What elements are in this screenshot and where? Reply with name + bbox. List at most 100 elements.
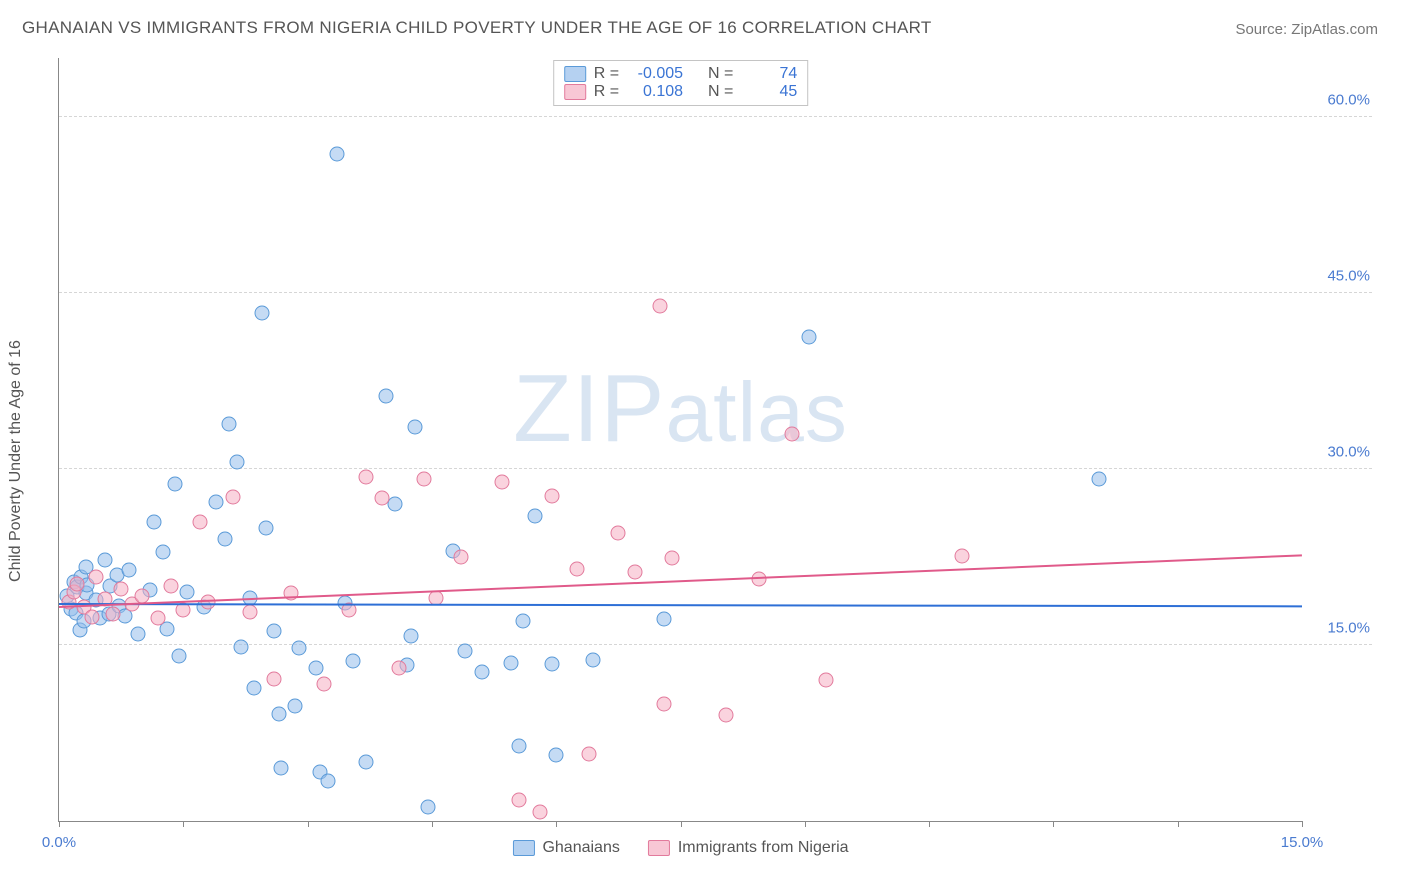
x-axis-label-right: 15.0% (1281, 834, 1324, 851)
legend-swatch-nigeria (564, 84, 586, 100)
x-tick (1302, 821, 1303, 827)
legend-correlation: R = -0.005 N = 74 R = 0.108 N = 45 (553, 60, 809, 106)
data-point (271, 707, 286, 722)
data-point (404, 628, 419, 643)
x-tick (308, 821, 309, 827)
data-point (234, 640, 249, 655)
data-point (495, 474, 510, 489)
x-tick (805, 821, 806, 827)
data-point (503, 655, 518, 670)
data-point (147, 514, 162, 529)
legend-row-2: R = 0.108 N = 45 (564, 83, 798, 101)
data-point (246, 681, 261, 696)
data-point (292, 641, 307, 656)
data-point (358, 755, 373, 770)
swatch-icon (512, 840, 534, 856)
plot-region: ZIPatlas R = -0.005 N = 74 R = 0.108 N =… (58, 58, 1302, 822)
data-point (665, 551, 680, 566)
legend-series: Ghanaians Immigrants from Nigeria (512, 839, 848, 857)
data-point (230, 454, 245, 469)
data-point (458, 643, 473, 658)
data-point (416, 472, 431, 487)
data-point (274, 761, 289, 776)
y-tick-label: 15.0% (1327, 619, 1370, 636)
data-point (163, 579, 178, 594)
legend-item-nigeria: Immigrants from Nigeria (648, 839, 849, 857)
data-point (453, 549, 468, 564)
data-point (420, 799, 435, 814)
data-point (511, 738, 526, 753)
data-point (114, 581, 129, 596)
gridline (59, 644, 1372, 645)
x-tick (59, 821, 60, 827)
data-point (172, 648, 187, 663)
data-point (70, 576, 85, 591)
swatch-icon (648, 840, 670, 856)
y-tick-label: 30.0% (1327, 443, 1370, 460)
data-point (221, 417, 236, 432)
data-point (818, 673, 833, 688)
data-point (545, 488, 560, 503)
data-point (375, 491, 390, 506)
data-point (532, 804, 547, 819)
data-point (259, 520, 274, 535)
data-point (785, 426, 800, 441)
data-point (267, 671, 282, 686)
y-axis-label: Child Poverty Under the Age of 16 (7, 340, 25, 582)
data-point (122, 562, 137, 577)
data-point (105, 607, 120, 622)
data-point (192, 514, 207, 529)
data-point (611, 526, 626, 541)
watermark: ZIPatlas (513, 354, 848, 464)
data-point (209, 494, 224, 509)
data-point (391, 661, 406, 676)
gridline (59, 468, 1372, 469)
data-point (85, 609, 100, 624)
data-point (656, 612, 671, 627)
header: GHANAIAN VS IMMIGRANTS FROM NIGERIA CHIL… (0, 0, 1406, 44)
data-point (656, 696, 671, 711)
legend-swatch-ghanaians (564, 66, 586, 82)
chart-area: Child Poverty Under the Age of 16 ZIPatl… (22, 50, 1378, 872)
data-point (582, 747, 597, 762)
data-point (586, 653, 601, 668)
x-axis-label-left: 0.0% (42, 834, 76, 851)
trend-line-nigeria (59, 555, 1302, 609)
data-point (226, 490, 241, 505)
y-tick-label: 45.0% (1327, 267, 1370, 284)
legend-item-ghanaians: Ghanaians (512, 839, 619, 857)
data-point (151, 610, 166, 625)
chart-title: GHANAIAN VS IMMIGRANTS FROM NIGERIA CHIL… (22, 18, 932, 38)
data-point (255, 305, 270, 320)
x-tick (681, 821, 682, 827)
data-point (545, 656, 560, 671)
data-point (329, 147, 344, 162)
data-point (652, 298, 667, 313)
data-point (719, 708, 734, 723)
data-point (528, 508, 543, 523)
x-tick (183, 821, 184, 827)
data-point (308, 661, 323, 676)
x-tick (432, 821, 433, 827)
data-point (321, 774, 336, 789)
data-point (97, 553, 112, 568)
data-point (516, 614, 531, 629)
x-tick (1053, 821, 1054, 827)
x-tick (1178, 821, 1179, 827)
data-point (511, 792, 526, 807)
data-point (180, 585, 195, 600)
data-point (134, 588, 149, 603)
data-point (474, 664, 489, 679)
source-label: Source: ZipAtlas.com (1235, 21, 1378, 38)
data-point (267, 623, 282, 638)
data-point (1091, 472, 1106, 487)
data-point (358, 470, 373, 485)
data-point (549, 748, 564, 763)
data-point (89, 569, 104, 584)
gridline (59, 292, 1372, 293)
data-point (168, 477, 183, 492)
data-point (569, 561, 584, 576)
data-point (627, 565, 642, 580)
data-point (288, 698, 303, 713)
data-point (217, 532, 232, 547)
